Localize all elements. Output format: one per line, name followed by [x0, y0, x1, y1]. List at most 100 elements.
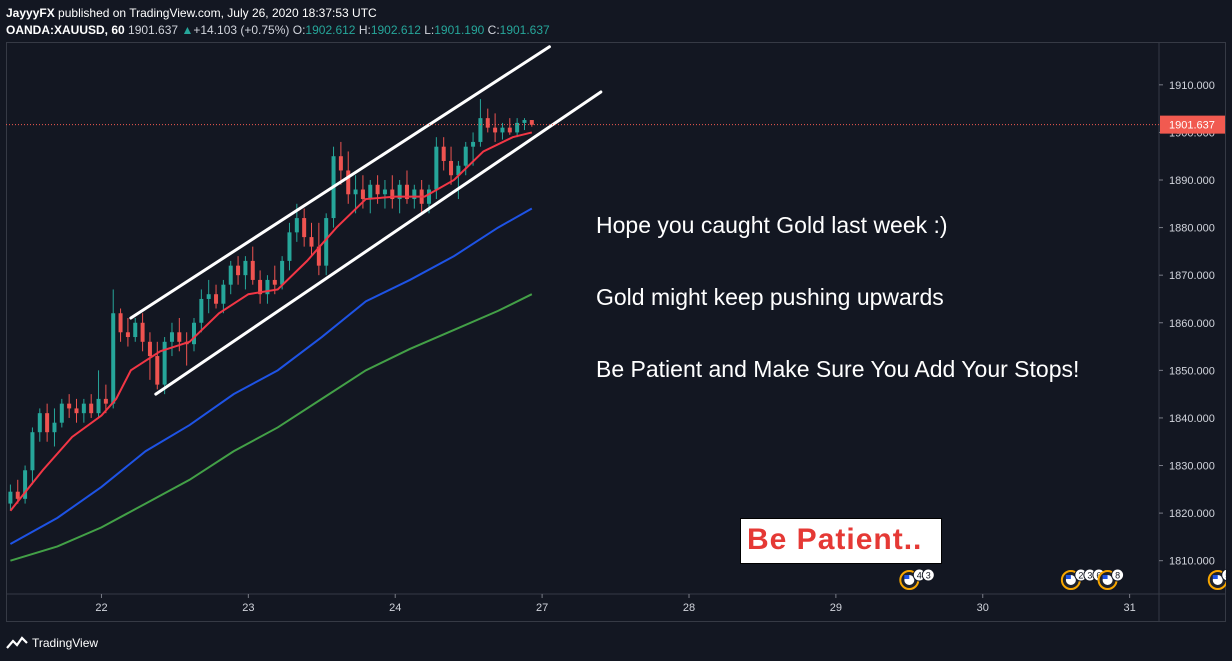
candle-up [221, 284, 226, 304]
footer-brand[interactable]: TradingView [32, 636, 99, 650]
candle-down [125, 332, 130, 338]
time-tick-label: 27 [536, 602, 548, 614]
time-tick-label: 22 [95, 602, 107, 614]
event-count-label: 3 [1087, 571, 1092, 581]
candle-down [375, 184, 380, 195]
us-flag-canton-icon [1065, 575, 1071, 579]
event-count-badge[interactable] [921, 568, 935, 582]
candle-down [404, 184, 409, 200]
last-price-tag [1160, 115, 1225, 134]
candle-up [382, 189, 387, 195]
candle-up [324, 218, 329, 266]
candle-up [287, 232, 292, 261]
price-tick-label: 1840.000 [1169, 413, 1215, 425]
price-chart[interactable]: 1810.000 1820.000 1830.000 1840.000 1850.000… [6, 42, 1226, 622]
published-text: published on TradingView.com, July 26, 2… [58, 6, 377, 20]
candle-down [529, 120, 534, 125]
candle-down [250, 260, 255, 280]
symbol-label[interactable]: OANDA:XAUUSD, 60 [6, 23, 125, 37]
ema-fast-line [9, 131, 533, 512]
candle-down [302, 218, 307, 238]
candle-down [177, 332, 182, 342]
publisher-name[interactable]: JayyyFX [6, 6, 55, 20]
candle-up [500, 127, 505, 133]
time-tick-label: 24 [389, 602, 401, 614]
candle-up [111, 313, 116, 404]
candle-down [346, 170, 351, 195]
candle-up [243, 260, 248, 276]
candle-up [434, 146, 439, 190]
candle-up [228, 265, 233, 285]
event-count-label: 5 [1225, 571, 1226, 581]
chart-frame[interactable]: 1810.000 1820.000 1830.000 1840.000 1850.000… [6, 42, 1226, 622]
price-tick-label: 1890.000 [1169, 175, 1215, 187]
candle-down [390, 189, 395, 200]
price-tick-label: 1860.000 [1169, 318, 1215, 330]
candle-down [316, 246, 321, 266]
event-count-label: 3 [926, 571, 931, 581]
candle-down [272, 279, 277, 285]
time-tick-label: 31 [1123, 602, 1135, 614]
candle-up [294, 218, 299, 233]
candle-up [96, 398, 101, 414]
close-value: 1901.637 [499, 23, 550, 37]
candle-up [52, 422, 57, 433]
channel-lower-line[interactable] [154, 90, 603, 396]
candle-up [471, 141, 476, 147]
event-count-label: 8 [1115, 571, 1120, 581]
high-value: 1902.612 [370, 23, 421, 37]
time-tick-label: 28 [683, 602, 695, 614]
chart-header: JayyyFX published on TradingView.com, Ju… [6, 5, 550, 39]
candle-up [23, 470, 28, 499]
be-patient-callout: Be Patient.. [740, 518, 942, 564]
change-up-icon: ▲ [181, 23, 194, 37]
event-count-badge[interactable] [1111, 568, 1125, 582]
candle-up [133, 322, 138, 338]
candle-up [412, 189, 417, 200]
price-change: +14.103 (+0.75%) [193, 23, 290, 37]
candle-down [155, 356, 160, 385]
candle-up [515, 122, 520, 133]
event-count-badge[interactable] [1221, 568, 1226, 582]
candle-up [37, 413, 42, 433]
price-tick-label: 1850.000 [1169, 365, 1215, 377]
price-tick-label: 1820.000 [1169, 508, 1215, 520]
channel-upper-line[interactable] [129, 45, 551, 320]
candle-down [147, 341, 152, 357]
ema-slow-line [10, 293, 533, 562]
candle-up [456, 165, 461, 176]
candle-up [265, 279, 270, 295]
event-count-label: 4 [917, 571, 922, 581]
us-flag-canton-icon [1212, 575, 1218, 579]
footer: TradingView [6, 632, 98, 654]
candle-down [449, 160, 454, 176]
candle-up [368, 184, 373, 200]
candle-up [192, 322, 197, 345]
candle-up [463, 146, 468, 166]
candle-down [236, 265, 241, 276]
candle-down [15, 491, 20, 499]
be-patient-text: Be Patient.. [747, 523, 923, 556]
candle-up [162, 341, 167, 385]
ema-mid-line [9, 207, 533, 545]
candle-up [199, 298, 204, 323]
last-price-tag-label: 1901.637 [1169, 120, 1215, 132]
candle-up [169, 332, 174, 342]
candle-down [360, 189, 365, 200]
candle-down [214, 294, 219, 304]
publish-line: JayyyFX published on TradingView.com, Ju… [6, 5, 550, 22]
note-add-stops: Be Patient and Make Sure You Add Your St… [596, 356, 1080, 382]
candle-up [478, 118, 483, 142]
candle-down [441, 146, 446, 161]
candle-down [507, 127, 512, 133]
note-caught-gold: Hope you caught Gold last week :) [596, 212, 948, 238]
candle-up [522, 120, 527, 123]
time-tick-label: 30 [977, 602, 989, 614]
time-tick-label: 23 [242, 602, 254, 614]
open-value: 1902.612 [305, 23, 356, 37]
us-flag-canton-icon [1102, 575, 1108, 579]
tradingview-logo-icon[interactable] [6, 634, 28, 652]
time-tick-label: 29 [830, 602, 842, 614]
candle-up [30, 432, 35, 471]
price-tick-label: 1810.000 [1169, 556, 1215, 568]
